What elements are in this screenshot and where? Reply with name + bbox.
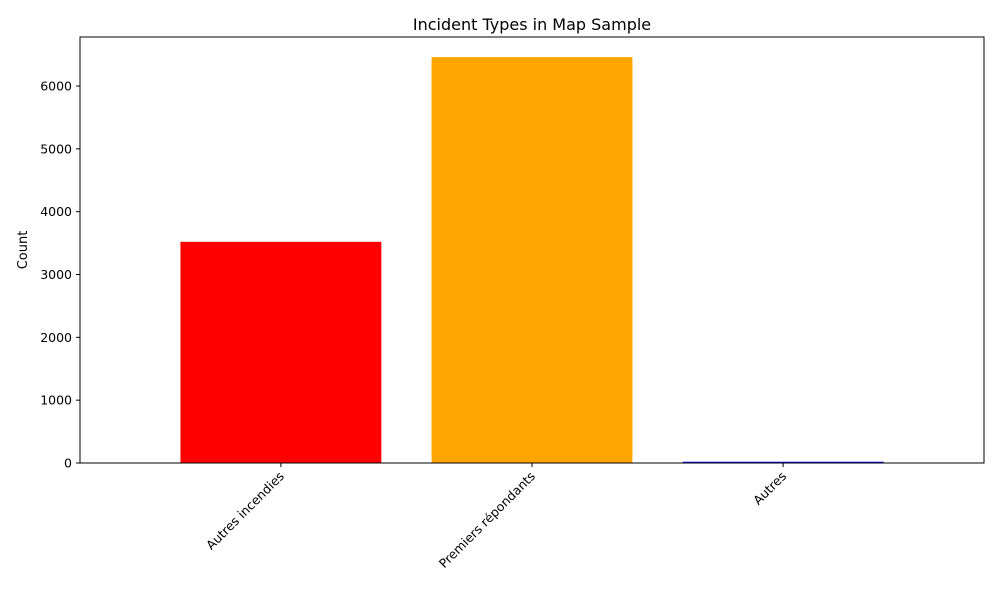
y-axis: 0 1000 2000 3000 4000 5000 6000 xyxy=(40,79,80,471)
y-tick-label: 1000 xyxy=(40,393,72,408)
bars-layer xyxy=(180,57,884,463)
bar-3 xyxy=(682,461,884,463)
y-tick-label: 4000 xyxy=(40,204,72,219)
chart-title: Incident Types in Map Sample xyxy=(413,15,651,34)
y-tick-label: 6000 xyxy=(40,79,72,94)
plot-frame xyxy=(79,36,985,464)
bar-1 xyxy=(180,241,382,463)
bar-2 xyxy=(431,57,633,463)
y-tick-label: 0 xyxy=(64,456,72,471)
y-tick-label: 3000 xyxy=(40,267,72,282)
y-axis-label: Count xyxy=(16,231,31,270)
y-tick-label: 2000 xyxy=(40,330,72,345)
y-tick-label: 5000 xyxy=(40,141,72,156)
